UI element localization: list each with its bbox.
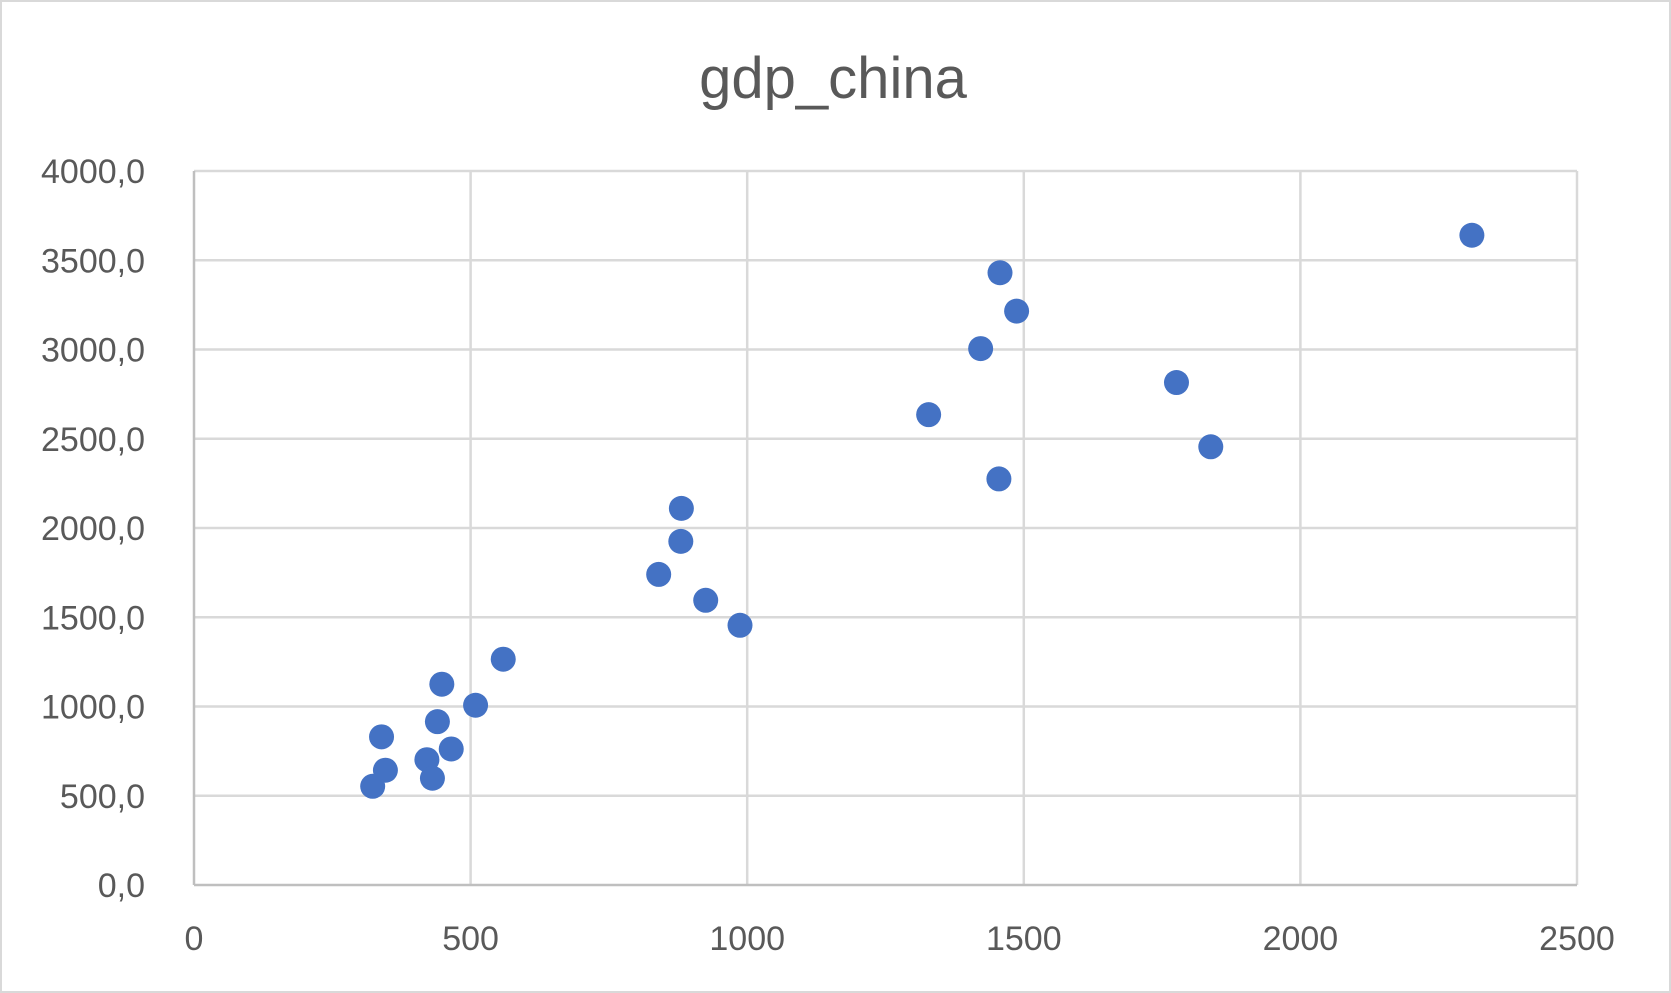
data-point — [429, 671, 455, 697]
y-tick-label: 1000,0 — [41, 689, 145, 727]
data-point — [490, 646, 516, 672]
x-tick-label: 1000 — [709, 920, 785, 958]
y-tick-label: 3500,0 — [41, 242, 145, 280]
data-point — [1004, 298, 1030, 324]
data-point — [916, 402, 942, 428]
data-point — [986, 466, 1012, 492]
data-point — [1459, 222, 1485, 248]
chart-title: gdp_china — [699, 46, 967, 111]
x-tick-label: 500 — [442, 920, 499, 958]
x-tick-label: 1500 — [986, 920, 1062, 958]
data-point — [646, 561, 672, 587]
x-tick-label: 0 — [185, 920, 204, 958]
data-point — [369, 724, 395, 750]
axes — [192, 171, 1577, 887]
y-tick-label: 1500,0 — [41, 599, 145, 637]
data-point — [463, 692, 489, 718]
y-tick-label: 0,0 — [98, 867, 145, 905]
data-points — [360, 222, 1485, 799]
gridlines — [194, 169, 1579, 885]
data-point — [668, 495, 694, 521]
data-point — [668, 528, 694, 554]
data-point — [438, 736, 464, 762]
data-point — [693, 587, 719, 613]
data-point — [419, 765, 445, 791]
data-point — [424, 709, 450, 735]
x-tick-label: 2000 — [1263, 920, 1339, 958]
data-point — [1198, 434, 1224, 460]
y-tick-label: 500,0 — [60, 778, 145, 816]
y-axis-tick-labels: 0,0 500,0 1000,0 1500,0 2000,0 2500,0 3000,0 35… — [41, 153, 145, 905]
data-point — [968, 336, 994, 362]
y-tick-label: 2500,0 — [41, 421, 145, 459]
data-point — [727, 612, 753, 638]
x-axis-tick-labels: 0 500 1000 1500 2000 2500 — [185, 920, 1615, 958]
y-tick-label: 4000,0 — [41, 153, 145, 191]
y-tick-label: 2000,0 — [41, 510, 145, 548]
y-tick-label: 3000,0 — [41, 332, 145, 370]
data-point — [1163, 370, 1189, 396]
data-point — [372, 757, 398, 783]
x-tick-label: 2500 — [1539, 920, 1615, 958]
data-point — [987, 260, 1013, 286]
